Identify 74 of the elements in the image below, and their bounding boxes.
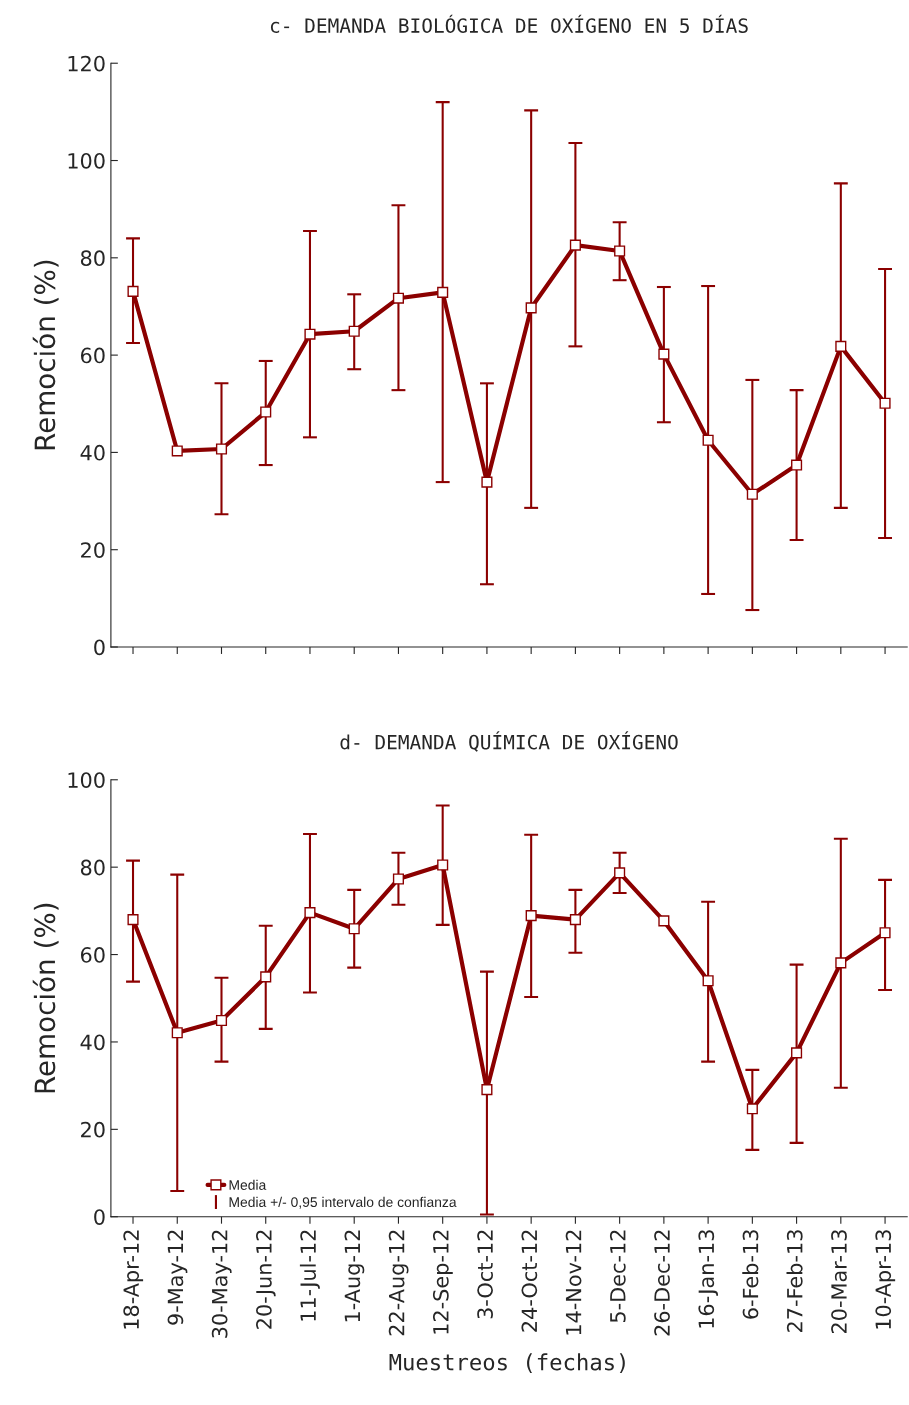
point <box>835 340 847 352</box>
point <box>392 873 405 885</box>
annotation: Media +/- 0,95 intervalo de confianza <box>229 1196 457 1209</box>
point <box>437 859 449 871</box>
legend-label: Media <box>229 1179 267 1190</box>
point <box>879 397 891 409</box>
x-tick-label: 18-Apr-12 <box>123 1230 144 1329</box>
x-tick-label: 3-Oct-12 <box>477 1230 493 1319</box>
x-tick-label: 27-Feb-13 <box>786 1230 803 1332</box>
x-tick-label: 10-Apr-13 <box>875 1230 896 1329</box>
point <box>304 328 316 340</box>
point <box>746 1103 758 1115</box>
point <box>171 445 183 457</box>
point <box>260 971 272 983</box>
chart-title: c- DEMANDA BIOLÓGICA DE OXÍGENO EN 5 DÍAS <box>270 14 748 33</box>
point <box>525 302 537 314</box>
point <box>658 348 670 360</box>
point <box>614 245 626 257</box>
x-tick-label: 14-Nov-12 <box>565 1230 582 1335</box>
x-tick-label: 20-Jun-12 <box>256 1230 276 1329</box>
x-tick-label: 11-Jul-12 <box>299 1230 320 1321</box>
x-tick-label: 20-Mar-13 <box>831 1230 847 1334</box>
x-tick-label: 22-Aug-12 <box>388 1230 409 1336</box>
x-axis-title: Muestreos (fechas) <box>389 1353 625 1374</box>
y-tick-label: 20 <box>81 542 105 558</box>
y-tick-label: 60 <box>80 947 105 963</box>
point <box>215 1014 228 1027</box>
x-tick-label: 12-Sep-12 <box>432 1230 453 1334</box>
point <box>304 907 316 919</box>
point <box>215 443 228 455</box>
x-tick-label: 30-May-12 <box>211 1230 232 1338</box>
point <box>525 910 537 922</box>
point <box>702 434 714 446</box>
point <box>260 406 272 418</box>
point <box>791 459 803 471</box>
point <box>791 1047 803 1059</box>
point <box>481 1084 493 1096</box>
point <box>127 285 139 297</box>
point <box>392 292 405 304</box>
point <box>835 957 847 969</box>
point <box>746 488 758 500</box>
y-tick-label: 120 <box>68 55 105 72</box>
point <box>348 325 360 337</box>
x-tick-label: 16-Jan-13 <box>698 1230 719 1328</box>
y-tick-label: 100 <box>68 772 105 788</box>
point <box>614 867 626 879</box>
point <box>702 975 714 987</box>
chart-title: d- DEMANDA QUÍMICA DE OXÍGENO <box>340 731 678 752</box>
point <box>348 923 360 935</box>
x-tick-label: 1-Aug-12 <box>344 1230 365 1322</box>
point <box>569 914 581 926</box>
point <box>879 927 891 939</box>
y-tick-label: 20 <box>81 1121 105 1138</box>
x-tick-label: 24-Oct-12 <box>521 1230 538 1332</box>
y-tick-label: 80 <box>80 859 105 876</box>
x-tick-label: 5-Dec-12 <box>609 1230 626 1323</box>
point <box>171 1027 183 1039</box>
y-tick-label: 40 <box>80 444 105 461</box>
y-tick-label: 0 <box>94 639 105 656</box>
y-axis-title: Remoción (%) <box>32 903 59 1093</box>
x-tick-label: 26-Dec-12 <box>654 1230 670 1336</box>
y-tick-label: 60 <box>80 347 105 364</box>
point <box>481 476 493 488</box>
point <box>437 286 449 298</box>
point <box>658 915 670 927</box>
x-tick-label: 9-May-12 <box>167 1230 188 1325</box>
y-tick-label: 100 <box>68 152 105 169</box>
y-axis-title: Remoción (%) <box>32 260 59 450</box>
y-tick-label: 80 <box>80 250 105 267</box>
point <box>569 239 581 251</box>
y-tick-label: 40 <box>80 1034 105 1051</box>
y-tick-label: 0 <box>94 1209 105 1225</box>
x-tick-label: 6-Feb-13 <box>742 1230 759 1319</box>
point <box>127 914 139 926</box>
